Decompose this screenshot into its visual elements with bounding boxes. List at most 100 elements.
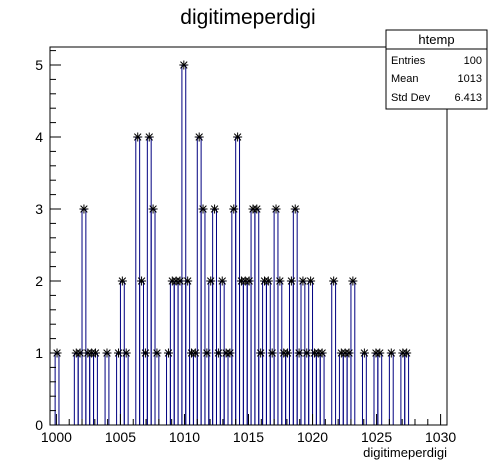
histogram-bar bbox=[82, 209, 86, 425]
data-point-marker bbox=[137, 277, 146, 286]
data-point-marker bbox=[114, 349, 123, 358]
data-point-marker bbox=[348, 277, 357, 286]
data-point-marker bbox=[218, 277, 227, 286]
data-point-marker bbox=[164, 349, 173, 358]
x-tick-label: 1010 bbox=[169, 429, 200, 445]
data-point-marker bbox=[199, 205, 208, 214]
histogram-bar bbox=[362, 353, 366, 425]
histogram-bar bbox=[190, 353, 194, 425]
data-point-marker bbox=[152, 349, 161, 358]
histogram-bar bbox=[339, 353, 343, 425]
y-tick-label: 4 bbox=[35, 129, 43, 145]
x-tick-label: 1020 bbox=[297, 429, 328, 445]
chart-title: digitimeperdigi bbox=[180, 6, 315, 29]
data-point-marker bbox=[264, 277, 273, 286]
stats-box-title: htemp bbox=[418, 32, 454, 47]
histogram-bar bbox=[259, 353, 263, 425]
histogram-bar bbox=[178, 281, 182, 425]
data-point-marker bbox=[295, 349, 304, 358]
histogram-bar bbox=[274, 209, 278, 425]
histogram-bar bbox=[105, 353, 109, 425]
data-point-marker bbox=[175, 277, 184, 286]
data-point-marker bbox=[387, 349, 396, 358]
data-point-marker bbox=[229, 205, 238, 214]
histogram-bar bbox=[201, 209, 205, 425]
histogram-bar bbox=[143, 353, 147, 425]
data-point-marker bbox=[206, 277, 215, 286]
histogram-bar bbox=[305, 353, 309, 425]
histogram-bar bbox=[117, 353, 121, 425]
data-point-marker bbox=[149, 205, 158, 214]
data-point-marker bbox=[252, 205, 261, 214]
x-tick-label: 1015 bbox=[233, 429, 264, 445]
data-point-marker bbox=[118, 277, 127, 286]
histogram-bar bbox=[193, 353, 197, 425]
histogram-bar bbox=[243, 281, 247, 425]
x-tick-label: 1025 bbox=[361, 429, 392, 445]
data-point-marker bbox=[402, 349, 411, 358]
stats-value-std-dev: 6.413 bbox=[454, 92, 482, 104]
data-point-marker bbox=[245, 277, 254, 286]
x-axis-title: digitimeperdigi bbox=[363, 445, 447, 460]
stats-box: htemp Entries 100 Mean 1013 Std Dev 6.41… bbox=[386, 30, 487, 109]
data-point-marker bbox=[345, 349, 354, 358]
histogram-bar bbox=[405, 353, 409, 425]
data-point-marker bbox=[214, 349, 223, 358]
data-point-marker bbox=[283, 349, 292, 358]
x-axis: 1000 1005 1010 1015 1020 1025 1030 bbox=[41, 414, 457, 445]
data-point-marker bbox=[225, 349, 234, 358]
histogram-bar bbox=[374, 353, 378, 425]
stats-label-mean: Mean bbox=[391, 73, 419, 85]
data-point-marker bbox=[102, 349, 111, 358]
histogram-bar bbox=[224, 353, 228, 425]
histogram-bar bbox=[174, 281, 178, 425]
histogram-bar bbox=[313, 353, 317, 425]
y-tick-label: 0 bbox=[35, 417, 43, 433]
x-tick-label: 1005 bbox=[105, 429, 136, 445]
histogram-bar bbox=[240, 281, 244, 425]
histogram-bar bbox=[197, 137, 201, 425]
histogram-bars bbox=[55, 65, 408, 425]
histogram-bar bbox=[401, 353, 405, 425]
data-point-marker bbox=[145, 133, 154, 142]
stats-label-std-dev: Std Dev bbox=[391, 92, 431, 104]
data-point-marker bbox=[191, 349, 200, 358]
data-point-marker bbox=[318, 349, 327, 358]
data-point-marker bbox=[91, 349, 100, 358]
stats-value-entries: 100 bbox=[464, 55, 482, 67]
data-point-marker bbox=[287, 277, 296, 286]
data-point-marker bbox=[306, 277, 315, 286]
histogram-bar bbox=[151, 209, 155, 425]
data-point-marker bbox=[79, 205, 88, 214]
histogram-bar bbox=[286, 353, 290, 425]
histogram-bar bbox=[270, 353, 274, 425]
histogram-bar bbox=[86, 353, 90, 425]
x-tick-label: 1030 bbox=[425, 429, 456, 445]
histogram-bar bbox=[167, 353, 171, 425]
histogram-bar bbox=[213, 209, 217, 425]
data-point-marker bbox=[233, 133, 242, 142]
histogram-bar bbox=[297, 353, 301, 425]
histogram-bar bbox=[282, 353, 286, 425]
histogram-bar bbox=[78, 353, 82, 425]
histogram-bar bbox=[255, 209, 259, 425]
histogram-bar bbox=[389, 353, 393, 425]
histogram-bar bbox=[147, 137, 151, 425]
data-point-marker bbox=[275, 277, 284, 286]
histogram-bar bbox=[205, 353, 209, 425]
data-point-marker bbox=[195, 133, 204, 142]
data-point-marker bbox=[298, 277, 307, 286]
data-point-marker bbox=[210, 205, 219, 214]
histogram-bar bbox=[74, 353, 78, 425]
histogram-bar bbox=[247, 281, 251, 425]
histogram-bar bbox=[90, 353, 94, 425]
data-point-marker bbox=[291, 205, 300, 214]
histogram-bar bbox=[232, 209, 236, 425]
data-point-marker bbox=[268, 349, 277, 358]
data-point-marker bbox=[76, 349, 85, 358]
histogram-bar bbox=[182, 65, 186, 425]
data-point-marker bbox=[179, 61, 188, 70]
y-axis: 0 1 2 3 4 5 bbox=[35, 51, 61, 433]
data-point-marker bbox=[141, 349, 150, 358]
